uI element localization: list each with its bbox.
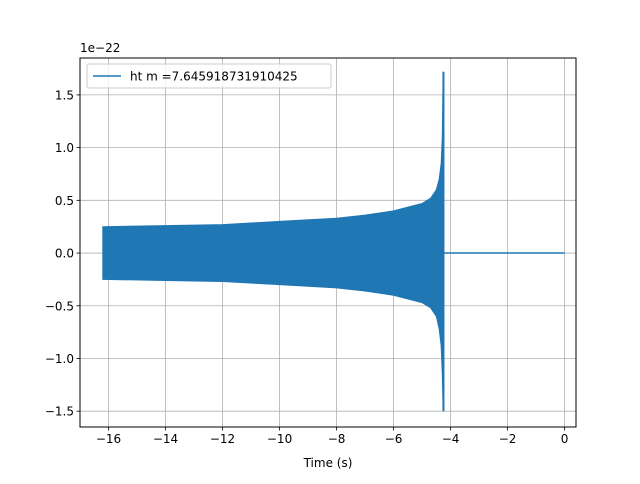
x-tick-label: −8 — [328, 432, 346, 446]
x-tick-label: −12 — [210, 432, 235, 446]
x-tick-label: −14 — [153, 432, 178, 446]
x-tick-label: −10 — [267, 432, 292, 446]
y-tick-label: 0.0 — [55, 247, 74, 261]
grid — [80, 58, 576, 427]
waveform-envelope — [102, 71, 444, 412]
x-tick-label: −6 — [385, 432, 403, 446]
legend-label: ht m =7.645918731910425 — [130, 70, 298, 84]
y-tick-label: −0.5 — [45, 299, 74, 313]
x-tick-label: 0 — [561, 432, 569, 446]
x-axis-label: Time (s) — [303, 456, 353, 470]
y-axis-scale-label: 1e−22 — [80, 41, 120, 55]
y-tick-label: −1.5 — [45, 405, 74, 419]
y-tick-label: −1.0 — [45, 352, 74, 366]
plot-area — [102, 71, 565, 412]
x-tick-label: −2 — [499, 432, 517, 446]
axes-frame — [79, 57, 577, 428]
y-tick-label: 1.0 — [55, 141, 74, 155]
legend: ht m =7.645918731910425 — [86, 63, 332, 89]
axis-ticks: −16 −14 −12 −10 −8 −6 −4 −2 0 −1.5 −1.0 −0.5 0.0 0.5 1… — [45, 88, 569, 446]
y-tick-label: 0.5 — [55, 194, 74, 208]
x-tick-label: −16 — [96, 432, 121, 446]
legend-box — [86, 63, 332, 89]
y-tick-label: 1.5 — [55, 88, 74, 102]
x-tick-label: −4 — [442, 432, 460, 446]
